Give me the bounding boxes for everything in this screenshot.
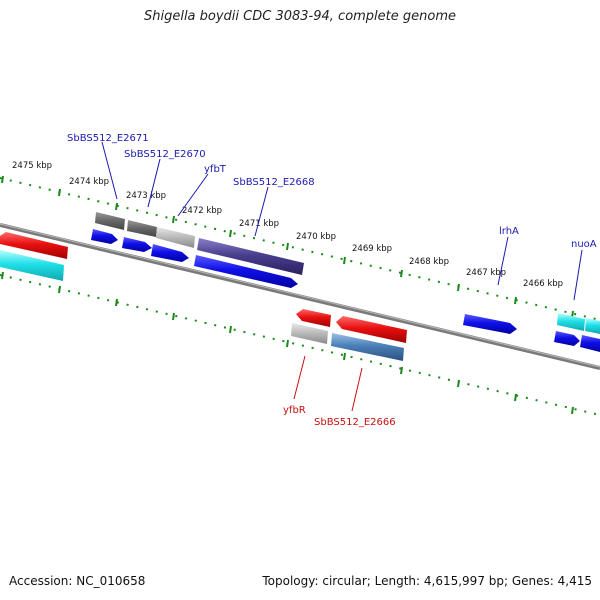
tick-label-2469: 2469 kbp: [352, 244, 392, 254]
gene-label-lrha[interactable]: lrhA: [499, 226, 519, 237]
cds-forward-3[interactable]: [151, 244, 189, 262]
inner-major-ticks: [1, 271, 574, 415]
tick-label-2472: 2472 kbp: [182, 206, 222, 216]
cds-forward-2[interactable]: [122, 237, 152, 252]
tick-label-2474: 2474 kbp: [69, 177, 109, 187]
gene-label-sbbs512-e2671[interactable]: SbBS512_E2671: [67, 133, 149, 144]
feature-gray-light-1[interactable]: [156, 227, 195, 248]
gene-label-sbbs512-e2666[interactable]: SbBS512_E2666: [314, 417, 396, 428]
feature-gray-dark-1[interactable]: [95, 212, 125, 230]
cds-reverse-left[interactable]: [0, 232, 68, 259]
tick-label-2466: 2466 kbp: [523, 279, 563, 289]
label-connectors-blue: [101, 141, 583, 301]
tick-label-2473: 2473 kbp: [126, 191, 166, 201]
tick-label-2475: 2475 kbp: [12, 161, 52, 171]
feature-cyan-nuoa-1[interactable]: [557, 313, 585, 331]
cds-reverse-yfbr[interactable]: [296, 309, 331, 327]
cds-forward-6[interactable]: [580, 335, 600, 352]
label-connectors-red: [293, 355, 363, 412]
cds-reverse-sbbs512-e2666[interactable]: [336, 316, 407, 343]
feature-gray-light-yfbr[interactable]: [291, 323, 328, 344]
gene-label-nuoa[interactable]: nuoA: [571, 239, 597, 250]
tick-label-2467: 2467 kbp: [466, 268, 506, 278]
tick-label-2471: 2471 kbp: [239, 219, 279, 229]
gene-label-yfbr[interactable]: yfbR: [283, 405, 306, 416]
outer-tick-scale: [0, 177, 600, 321]
feature-purple-sbbs512-e2668[interactable]: [197, 238, 304, 275]
gene-label-sbbs512-e2670[interactable]: SbBS512_E2670: [124, 149, 206, 160]
feature-cyan-nuoa-2[interactable]: [585, 318, 600, 334]
cds-forward-1[interactable]: [91, 229, 118, 244]
tick-label-2470: 2470 kbp: [296, 232, 336, 242]
gene-label-sbbs512-e2668[interactable]: SbBS512_E2668: [233, 177, 315, 188]
tick-label-2468: 2468 kbp: [409, 257, 449, 267]
feature-steelblue-e2666[interactable]: [331, 333, 404, 361]
genome-backbone-highlight: [0, 223, 600, 368]
feature-gray-dark-2[interactable]: [127, 220, 157, 237]
cds-forward-lrha[interactable]: [463, 314, 517, 334]
cds-forward-4[interactable]: [194, 255, 298, 288]
genome-summary: Topology: circular; Length: 4,615,997 bp…: [262, 574, 592, 588]
gene-label-yfbt[interactable]: yfbT: [204, 164, 227, 175]
accession-label: Accession: NC_010658: [9, 574, 146, 588]
map-title: Shigella boydii CDC 3083-94, complete ge…: [143, 9, 457, 24]
genome-backbone: [0, 223, 600, 370]
feature-cyan-left[interactable]: [0, 250, 64, 281]
cds-forward-5[interactable]: [554, 331, 580, 346]
